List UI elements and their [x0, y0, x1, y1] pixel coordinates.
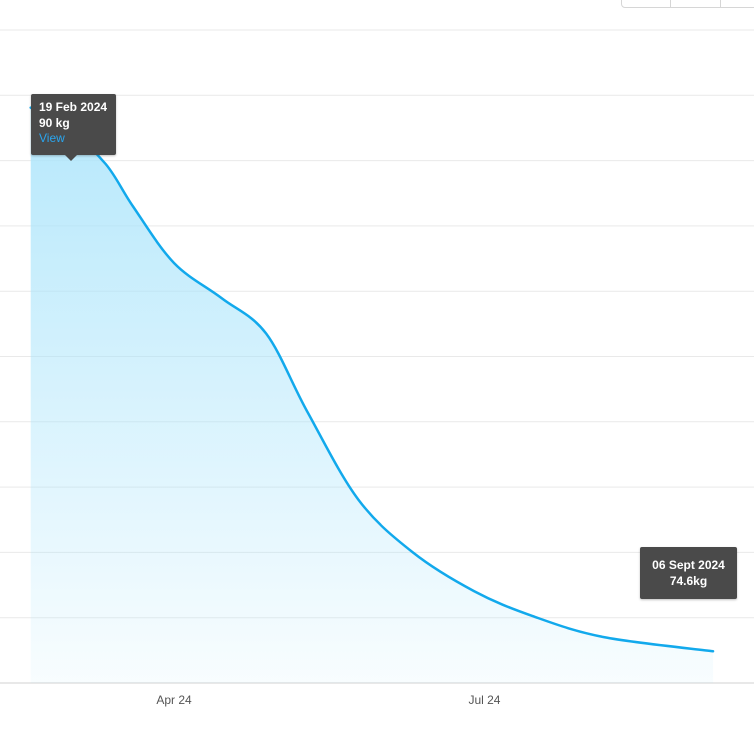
weight-area	[30, 107, 714, 683]
x-tick-label: Apr 24	[156, 693, 192, 707]
tooltip-end: 06 Sept 2024 74.6kg	[640, 547, 737, 599]
tooltip-start-date: 19 Feb 2024	[39, 100, 108, 114]
data-point[interactable]	[530, 614, 534, 618]
data-point[interactable]	[711, 649, 715, 653]
data-point[interactable]	[602, 635, 606, 639]
data-point[interactable]	[411, 550, 415, 554]
range-button-1[interactable]	[621, 0, 671, 8]
range-button-3[interactable]	[721, 0, 754, 8]
data-point[interactable]	[220, 296, 224, 300]
data-point[interactable]	[104, 162, 108, 166]
data-point[interactable]	[172, 261, 176, 265]
range-button-group	[621, 0, 754, 8]
range-button-2[interactable]	[671, 0, 721, 8]
data-point[interactable]	[264, 332, 268, 336]
weight-line	[29, 106, 715, 653]
tooltip-end-date: 06 Sept 2024	[652, 558, 725, 572]
tooltip-start: 19 Feb 2024 90 kg View	[31, 94, 116, 161]
data-point[interactable]	[305, 409, 309, 413]
data-point[interactable]	[356, 497, 360, 501]
data-point[interactable]	[131, 204, 135, 208]
x-axis: Apr 24 Jul 24	[156, 693, 500, 707]
data-point[interactable]	[472, 589, 476, 593]
tooltip-end-value: 74.6kg	[669, 574, 708, 588]
tooltip-start-value: 90 kg	[39, 116, 70, 130]
x-tick-label: Jul 24	[468, 693, 500, 707]
tooltip-view-link[interactable]: View	[39, 131, 65, 145]
